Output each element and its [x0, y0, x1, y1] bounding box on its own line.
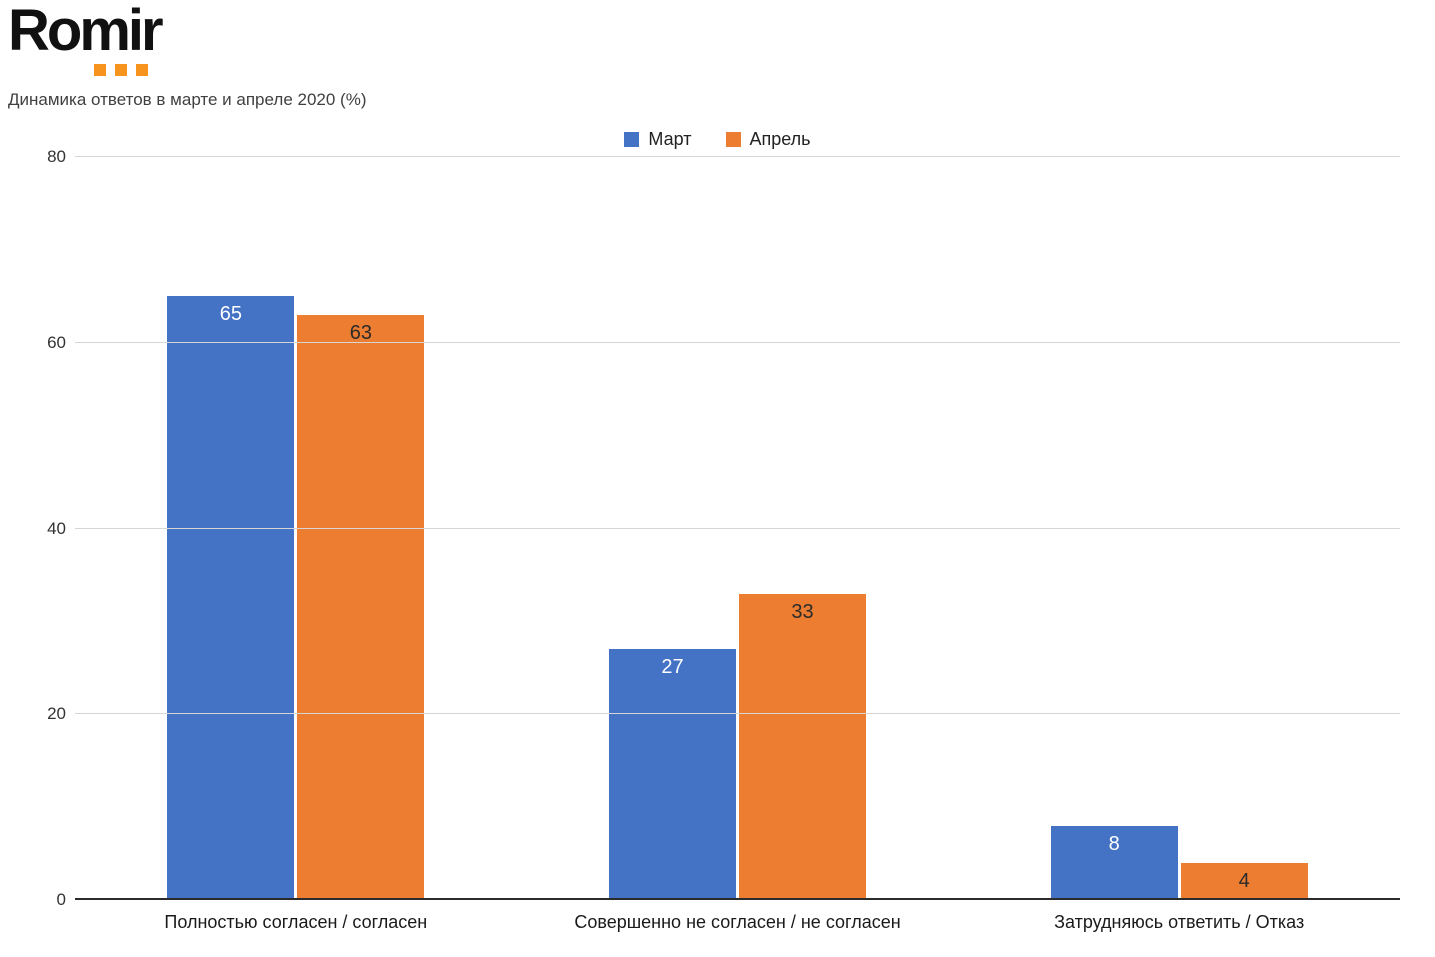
logo-dots [94, 64, 161, 76]
bar-value-label: 63 [349, 321, 372, 344]
romir-logo: Romir [8, 0, 164, 76]
x-category-label: Затрудняюсь ответить / Отказ [1054, 912, 1305, 932]
legend-label: Апрель [749, 128, 811, 149]
bar-value-label: 33 [791, 600, 814, 623]
plot-area: 65 63 27 33 8 4 [75, 156, 1400, 900]
legend-item-Март: Март [624, 128, 692, 150]
y-tick-label-40: 40 [47, 518, 66, 538]
gridline-0 [75, 898, 1400, 900]
x-axis-labels: Полностью согласен / согласен Совершенно … [75, 912, 1400, 933]
bar-chart: 0 20 40 60 80 65 63 27 33 8 4 Полностью согласен … [0, 147, 1435, 947]
x-category-label: Совершенно не согласен / не согласен [574, 912, 901, 932]
logo-dot [115, 64, 127, 76]
bar-group: 65 63 [75, 157, 517, 900]
bar-value-label: 8 [1108, 832, 1120, 855]
legend-item-Апрель: Апрель [725, 128, 811, 150]
bar-Апрель-2: 33 [739, 593, 866, 900]
y-tick-label-20: 20 [47, 704, 66, 724]
gridline-40 [75, 527, 1400, 529]
bar-Март-3: 8 [1050, 825, 1178, 900]
bar-Апрель-1: 63 [297, 314, 425, 900]
gridline-80 [75, 156, 1400, 157]
bar-value-label: 27 [661, 656, 684, 679]
logo-dot [136, 64, 148, 76]
gridline-20 [75, 713, 1400, 715]
bar-value-label: 65 [219, 303, 242, 326]
y-tick-label-60: 60 [47, 332, 66, 352]
y-tick-label-80: 80 [47, 147, 66, 166]
legend-label: Март [648, 128, 692, 149]
bar-groups: 65 63 27 33 8 4 [75, 157, 1400, 900]
legend-swatch [725, 131, 741, 147]
bar-Апрель-3: 4 [1180, 862, 1308, 900]
x-category-label: Полностью согласен / согласен [164, 912, 428, 932]
legend-swatch [624, 131, 640, 147]
chart-legend: Март Апрель [0, 128, 1435, 150]
logo-dot [94, 64, 106, 76]
chart-title: Динамика ответов в марте и апреле 2020 (… [8, 90, 367, 109]
gridline-60 [75, 341, 1400, 343]
bar-Март-1: 65 [167, 296, 295, 900]
bar-group: 27 33 [517, 157, 959, 900]
logo-text: Romir [8, 0, 164, 63]
y-axis-ticks: 0 20 40 60 80 [0, 147, 66, 909]
y-tick-label-0: 0 [56, 890, 66, 909]
bar-value-label: 4 [1238, 869, 1250, 892]
bar-Март-2: 27 [609, 649, 736, 900]
